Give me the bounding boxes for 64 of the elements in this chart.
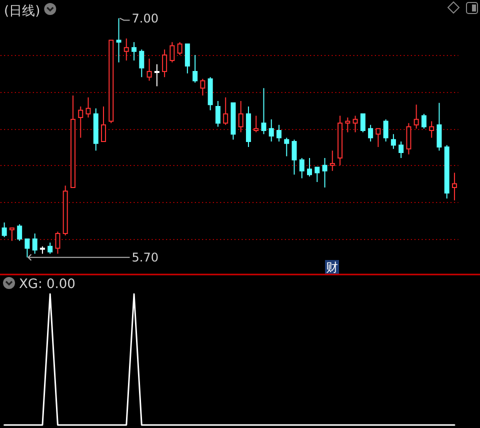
candlestick <box>215 100 220 128</box>
candlestick <box>55 231 60 254</box>
candlestick <box>444 144 450 200</box>
candlestick <box>192 54 198 84</box>
candlestick <box>40 246 45 254</box>
candlestick <box>284 137 290 157</box>
candlestick <box>368 124 374 142</box>
candlestick <box>292 139 297 176</box>
candlestick <box>345 117 350 133</box>
candlestick <box>276 124 282 142</box>
candlestick <box>436 102 442 152</box>
candlestick <box>376 128 381 148</box>
candlestick <box>162 48 168 78</box>
candlestick <box>70 94 76 188</box>
candlestick <box>429 120 434 138</box>
candlestick <box>62 185 68 236</box>
candlestick <box>390 134 396 150</box>
candlestick <box>314 166 320 182</box>
candlestick <box>170 42 175 63</box>
candlestick <box>238 100 244 133</box>
y-tick-label: 5.70 <box>132 250 158 265</box>
candlestick <box>116 18 122 63</box>
candlestick <box>9 227 14 242</box>
candlestick <box>132 42 137 62</box>
candlestick <box>338 115 343 166</box>
candlestick <box>307 158 312 177</box>
candlestick <box>299 158 304 179</box>
candlestick <box>261 88 266 135</box>
candlestick <box>254 115 259 133</box>
candlestick <box>24 238 30 258</box>
candlestick <box>421 113 426 130</box>
candlestick <box>200 78 206 96</box>
candlestick <box>352 115 358 133</box>
candlestick <box>360 113 366 133</box>
candlestick <box>398 140 404 159</box>
candlestick <box>139 48 144 78</box>
chart-title: XG: 0.00 <box>19 277 76 292</box>
candlestick <box>268 118 274 142</box>
candlestick <box>124 38 129 62</box>
candlestick <box>86 96 91 118</box>
candlestick <box>414 104 419 130</box>
candlestick <box>383 118 388 142</box>
candlestick <box>101 106 106 142</box>
candlestick <box>330 150 335 172</box>
candlestick <box>230 102 236 140</box>
candlestick <box>452 172 457 201</box>
candlestick <box>246 106 251 148</box>
candlestick <box>154 64 160 87</box>
candlestick <box>17 224 22 242</box>
candlestick <box>48 242 53 254</box>
chart-title: (日线) <box>4 4 40 19</box>
y-tick-label: 7.00 <box>132 11 158 26</box>
candlestick <box>322 158 328 188</box>
candlestick <box>93 108 98 152</box>
candlestick <box>184 43 190 74</box>
candlestick <box>208 76 213 111</box>
candlestick <box>146 58 152 82</box>
candlestick <box>108 40 114 124</box>
candlestick <box>223 96 228 126</box>
candlestick <box>2 222 7 238</box>
candlestick <box>406 122 412 155</box>
candlestick <box>32 232 38 254</box>
candlestick <box>177 42 182 56</box>
candlestick <box>78 106 84 138</box>
